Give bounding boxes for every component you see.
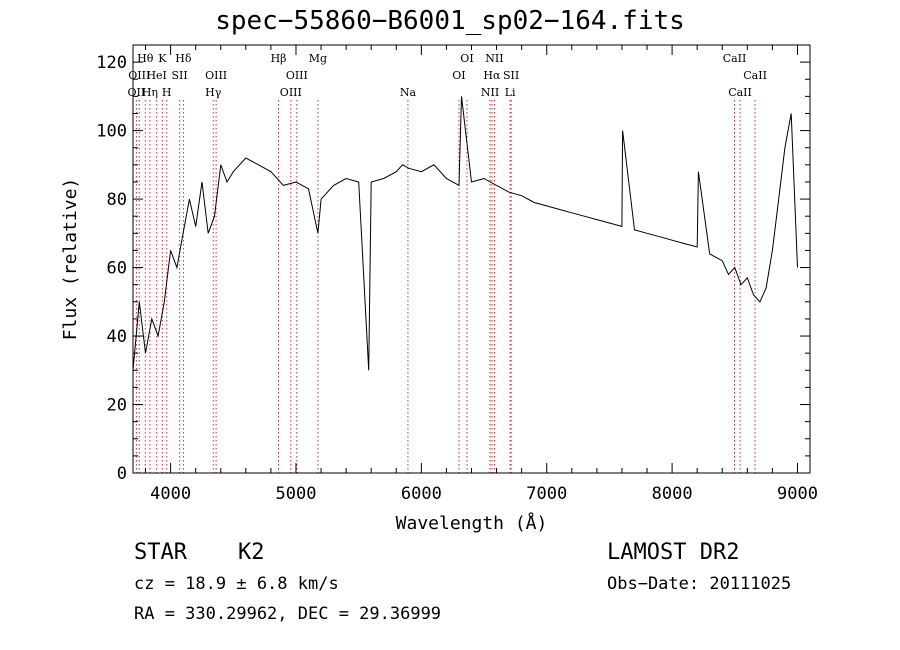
marker-label: OI [452, 69, 465, 82]
plot-frame [132, 44, 811, 474]
y-tick-label: 0 [117, 464, 127, 484]
object-class: STAR [134, 540, 187, 565]
marker-label: Hδ [175, 52, 192, 65]
x-tick-label: 6000 [401, 484, 442, 504]
x-tick-label: 5000 [276, 484, 317, 504]
x-tick-label: 7000 [526, 484, 567, 504]
survey-release: LAMOST DR2 [607, 540, 740, 565]
marker-label: K [158, 52, 167, 65]
x-tick-label: 9000 [777, 484, 818, 504]
marker-label: Li [505, 86, 516, 99]
chart-title: spec−55860−B6001_sp02−164.fits [215, 6, 685, 36]
marker-label: Hα [483, 69, 501, 82]
object-subclass: K2 [238, 540, 265, 565]
marker-label: SII [503, 69, 519, 82]
marker-label: OIII [128, 69, 150, 82]
x-tick-label: 4000 [150, 484, 191, 504]
marker-label: OIII [286, 69, 308, 82]
marker-label: Hγ [205, 86, 222, 99]
marker-label: SII [172, 69, 188, 82]
y-axis-label: Flux (relative) [60, 178, 81, 341]
marker-label: CaII [723, 52, 747, 65]
marker-label: OI [460, 52, 473, 65]
y-tick-label: 20 [107, 396, 127, 416]
marker-label: Hη [142, 86, 158, 99]
marker-label: NII [481, 86, 499, 99]
y-tick-label: 60 [107, 259, 127, 279]
x-tick-label: 8000 [652, 484, 693, 504]
marker-label: Mg [309, 52, 327, 65]
marker-label: HeI [146, 69, 166, 82]
series-layer [132, 96, 798, 371]
marker-label: OIII [205, 69, 227, 82]
y-tick-label: 120 [96, 53, 127, 73]
marker-label: Na [400, 86, 417, 99]
marker-label: Hβ [271, 52, 287, 65]
y-tick-label: 80 [107, 190, 127, 210]
y-tick-label: 40 [107, 327, 127, 347]
marker-label: OII [128, 86, 146, 99]
line-markers [135, 100, 756, 473]
marker-label: H [162, 86, 172, 99]
marker-labels: OIIOIIIHθHηHeIKHSIIHδHγOIIIHβOIIIOIIIMgN… [128, 52, 767, 99]
marker-label: CaII [743, 69, 767, 82]
obs-date: Obs−Date: 20111025 [607, 574, 792, 594]
x-axis-label: Wavelength (Å) [396, 512, 548, 534]
redshift-cz: cz = 18.9 ± 6.8 km/s [134, 574, 339, 594]
marker-label: NII [485, 52, 503, 65]
axes: 4000 5000 6000 7000 8000 9000 0 20 40 60 80 100 120 W… [60, 44, 818, 534]
marker-label: OIII [280, 86, 302, 99]
marker-label: Hθ [137, 52, 154, 65]
marker-label: CaII [728, 86, 752, 99]
spectrum-line [132, 96, 798, 371]
ra-dec: RA = 330.29962, DEC = 29.36999 [134, 604, 442, 624]
y-tick-label: 100 [96, 122, 127, 142]
